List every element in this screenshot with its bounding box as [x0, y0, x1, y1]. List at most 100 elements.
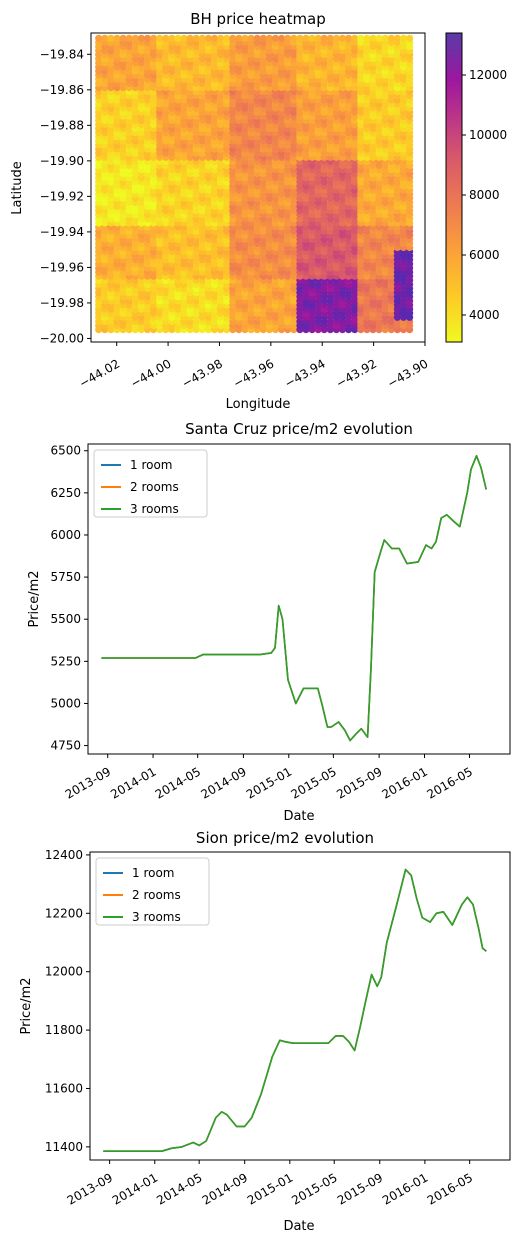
heatmap-cell	[399, 34, 408, 42]
y-tick-label: −19.88	[40, 118, 84, 132]
colorbar-tick-label: 6000	[469, 248, 500, 262]
legend-box	[95, 857, 210, 926]
heatmap-cell	[119, 34, 127, 42]
heatmap-cell	[198, 34, 206, 42]
series-line	[103, 868, 487, 1152]
colorbar-tick-label: 4000	[469, 308, 500, 322]
x-tick-label: 2015-01	[244, 764, 294, 801]
y-tick-label: −19.98	[40, 296, 84, 310]
colorbar-tick-label: 12000	[469, 68, 507, 82]
colorbar	[445, 32, 463, 343]
heatmap-cell	[308, 34, 316, 42]
x-axis: 2013-092014-012014-052014-092015-012015-…	[63, 754, 475, 802]
x-tick-label: −43.94	[282, 356, 327, 390]
y-tick-label: 11800	[45, 1023, 83, 1037]
y-tick-label: 5750	[50, 570, 81, 584]
heatmap-cell	[278, 34, 286, 42]
x-axis: 2013-092014-012014-052014-092015-012015-…	[65, 1160, 475, 1208]
santa-cruz-chart: Santa Cruz price/m2 evolution 2013-09201…	[27, 420, 511, 824]
heatmap-cell	[271, 34, 280, 42]
x-tick-label: −43.90	[385, 356, 430, 390]
legend-label: 3 rooms	[132, 910, 181, 924]
heatmap-cell	[296, 34, 304, 42]
heatmap-cell	[210, 34, 219, 42]
heatmap-cell	[241, 34, 249, 42]
sion-chart: Sion price/m2 evolution 2013-092014-0120…	[19, 829, 511, 1234]
heatmap-cell	[363, 34, 371, 42]
heatmap-cell	[235, 34, 243, 42]
price-heatmap: BH price heatmap −44.02 −44.00 −43.98 −43.9…	[10, 10, 507, 412]
heatmap-cell	[156, 34, 164, 42]
heatmap-cell	[247, 34, 255, 42]
x-tick-label: 2014-05	[154, 1170, 204, 1207]
heatmap-cell	[338, 34, 347, 42]
x-tick-label: 2014-09	[198, 764, 248, 801]
x-tick-label: 2014-05	[153, 764, 203, 801]
heatmap-cell	[351, 34, 359, 42]
heatmap-cell	[101, 34, 109, 42]
heatmap-cell	[320, 34, 328, 42]
y-tick-label: 6250	[50, 486, 81, 500]
heatmap-cell	[131, 34, 139, 42]
heatmap-cell	[107, 34, 115, 42]
y-tick-label: 5000	[50, 696, 81, 710]
heatmap-cell	[229, 34, 237, 42]
heatmap-cell	[332, 34, 340, 42]
colorbar-tick-label: 8000	[469, 188, 500, 202]
x-tick-label: 2015-09	[334, 764, 384, 801]
y-axis: 4750 5000 5250 5500 5750 6000 6250 6500	[50, 444, 88, 753]
heatmap-cell	[113, 34, 121, 42]
legend-label: 1 room	[130, 458, 173, 472]
heatmap-cell	[137, 34, 145, 42]
x-axis: −44.02 −44.00 −43.98 −43.96 −43.94 −43.92 −43.…	[77, 342, 431, 391]
heatmap-cell	[302, 34, 310, 42]
x-tick-label: 2016-05	[425, 764, 475, 801]
heatmap-cell	[387, 34, 395, 42]
x-axis-label: Date	[283, 1219, 314, 1234]
legend: 1 room 2 rooms 3 rooms	[95, 857, 210, 926]
y-tick-label: −19.84	[40, 47, 84, 61]
heatmap-cell	[217, 34, 225, 42]
legend-label: 3 rooms	[130, 502, 179, 516]
heatmap-cells	[95, 34, 414, 334]
heatmap-cell	[168, 34, 176, 42]
x-tick-label: 2013-09	[65, 1170, 115, 1207]
heatmap-cell	[180, 34, 188, 42]
heatmap-cell	[357, 34, 365, 42]
x-tick-label: 2014-01	[108, 764, 158, 801]
series-lines	[101, 455, 487, 742]
y-axis: −19.84 −19.86 −19.88 −19.90 −19.92 −19.94 −19.…	[40, 47, 91, 345]
heatmap-cell	[406, 34, 414, 42]
heatmap-cell	[265, 34, 273, 42]
heatmap-cell	[369, 34, 377, 42]
heatmap-cell	[95, 34, 103, 42]
y-axis-label: Price/m2	[27, 570, 42, 627]
x-tick-label: 2016-01	[380, 764, 430, 801]
y-tick-label: 4750	[50, 739, 81, 753]
series-line	[101, 455, 487, 742]
y-tick-label: −19.86	[40, 83, 84, 97]
legend-label: 2 rooms	[132, 888, 181, 902]
x-tick-label: 2014-09	[200, 1170, 250, 1207]
x-tick-label: 2015-01	[245, 1170, 295, 1207]
plot-frame	[89, 851, 511, 1161]
y-tick-label: 12000	[45, 965, 83, 979]
heatmap-cell	[192, 34, 200, 42]
colorbar-axis: 4000 6000 8000 10000 12000	[462, 68, 507, 322]
chart-title: BH price heatmap	[190, 10, 326, 28]
heatmap-cell	[125, 34, 133, 42]
x-tick-label: −44.00	[128, 356, 173, 390]
x-tick-label: −43.92	[334, 356, 379, 390]
y-tick-label: 5250	[50, 654, 81, 668]
heatmap-cell	[162, 34, 170, 42]
y-tick-label: 11400	[45, 1140, 83, 1154]
y-tick-label: 12200	[45, 906, 83, 920]
y-axis-label: Price/m2	[19, 977, 34, 1034]
legend-box	[93, 449, 208, 518]
heatmap-cell	[150, 34, 158, 42]
heatmap-cell	[259, 34, 267, 42]
legend: 1 room 2 rooms 3 rooms	[93, 449, 208, 518]
heatmap-cell	[186, 34, 194, 42]
y-tick-label: 5500	[50, 612, 81, 626]
